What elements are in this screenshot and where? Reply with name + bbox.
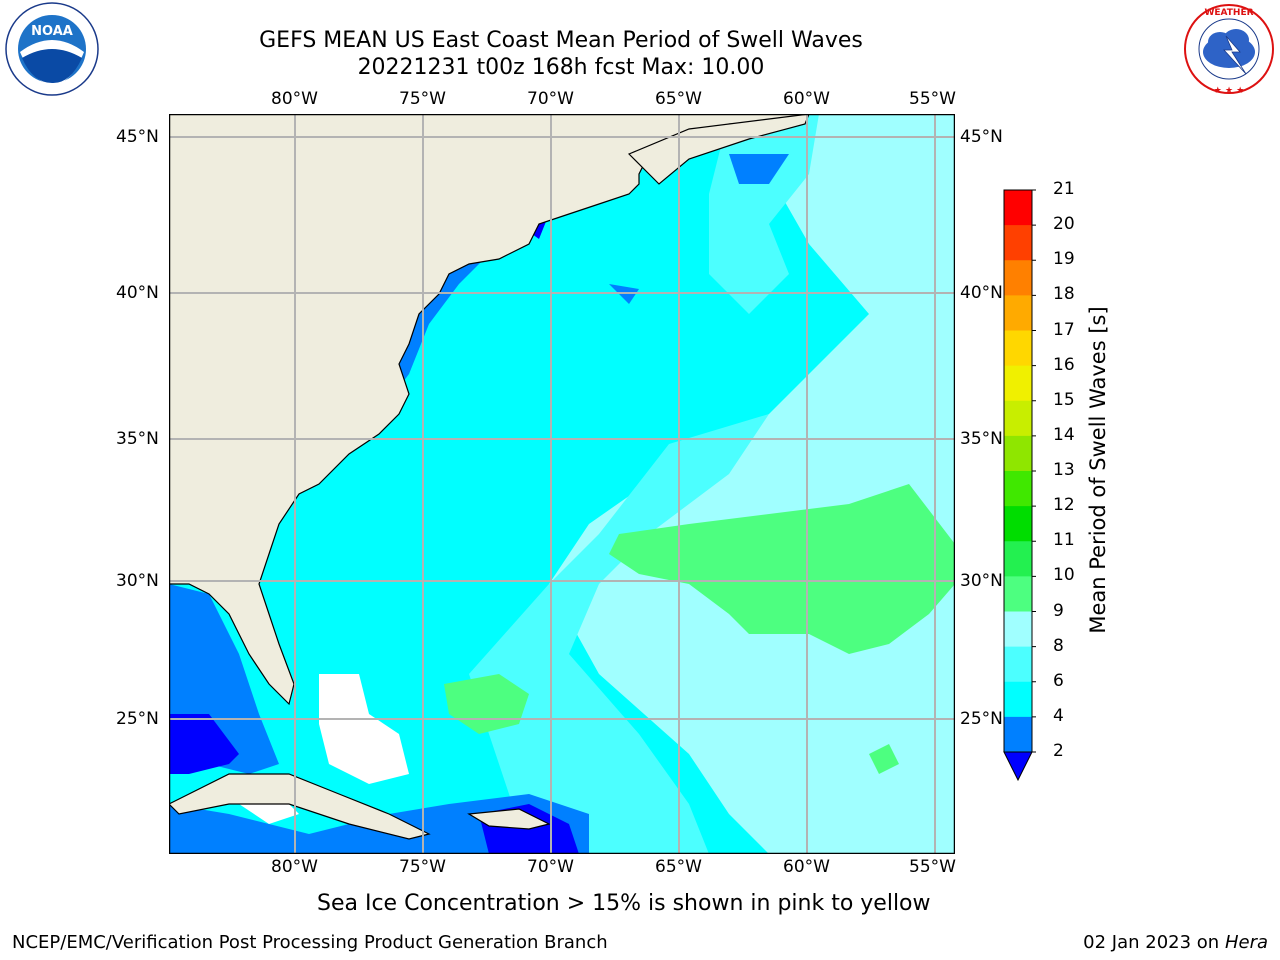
chart-title: GEFS MEAN US East Coast Mean Period of S… [259,28,863,53]
swell-2s-gulf [169,714,239,774]
lon-label-top: 75°W [399,89,446,109]
nws-logo: WEATHER ★ ★ ★ [1184,4,1274,96]
lon-label-top: 55°W [909,89,956,109]
noaa-logo: NOAA [5,2,99,96]
lat-label-right: 45°N [960,127,1003,147]
svg-text:WEATHER: WEATHER [1204,8,1253,18]
sea-ice-note: Sea Ice Concentration > 15% is shown in … [317,891,931,916]
colorbar-band [1004,225,1032,261]
footer-branch: NCEP/EMC/Verification Post Processing Pr… [12,932,608,953]
colorbar-band [1004,646,1032,683]
lon-label-bottom: 55°W [909,857,956,877]
swell-4s-offshore [729,154,789,184]
colorbar-tick-label: 12 [1053,495,1075,516]
lat-label-left: 35°N [116,429,159,449]
hispaniola-land [467,808,551,830]
colorbar-band [1004,190,1032,226]
footer-date-text: 02 Jan 2023 on [1083,932,1225,953]
lat-label-left: 45°N [116,127,159,147]
colorbar-tick-label: 2 [1053,741,1064,761]
colorbar-tick-label: 19 [1053,249,1075,270]
swell-9s-region [549,114,954,853]
colorbar-tick-label: 10 [1053,565,1075,586]
lat-label-right: 35°N [960,429,1003,449]
lat-label-right: 30°N [960,571,1003,591]
colorbar-tick-label: 21 [1053,179,1075,199]
lat-label-left: 25°N [116,709,159,729]
colorbar-tick-label: 17 [1053,319,1075,340]
colorbar-band [1004,330,1032,367]
nova-scotia-land [627,114,810,185]
colorbar-band [1004,506,1032,542]
colorbar-band [1004,295,1032,331]
colorbar-tick-label: 4 [1053,705,1064,726]
colorbar-tick-label: 8 [1053,635,1064,656]
colorbar-band [1004,365,1032,402]
footer-machine: Hera [1224,932,1268,953]
lon-label-top: 80°W [271,89,318,109]
ice-mask-bahamas [319,674,409,784]
colorbar-tick-label: 15 [1053,389,1075,410]
colorbar-tick-label: 20 [1053,214,1075,235]
graticule [169,114,954,853]
swell-period-map [169,114,955,854]
colorbar-band [1004,400,1032,437]
colorbar-band [1004,681,1032,718]
colorbar-band [1004,435,1032,472]
lon-label-bottom: 70°W [527,857,574,877]
colorbar-band [1004,471,1032,507]
lon-label-bottom: 60°W [783,857,830,877]
footer-date: 02 Jan 2023 on Hera [1083,932,1268,953]
colorbar [1003,189,1036,782]
swell-8s-band [469,414,769,853]
swell-10s-small [869,744,899,774]
cuba-land [169,773,431,840]
colorbar-tick-label: 11 [1053,530,1075,551]
colorbar-band [1004,541,1032,577]
lat-label-right: 40°N [960,283,1003,303]
colorbar-tick-label: 14 [1053,424,1075,445]
map-frame [169,114,955,854]
lon-label-top: 60°W [783,89,830,109]
swell-10s-region [609,484,954,654]
colorbar-tick-label: 6 [1053,670,1064,691]
lon-label-bottom: 65°W [655,857,702,877]
colorbar-tick-label: 18 [1053,284,1075,305]
colorbar-label: Mean Period of Swell Waves [s] [1086,306,1110,634]
colorbar-tick-label: 16 [1053,354,1075,375]
chart-subtitle: 20221231 t00z 168h fcst Max: 10.00 [357,55,765,80]
lon-label-top: 70°W [527,89,574,109]
colorbar-band [1004,611,1032,648]
colorbar-extension [1003,751,1033,782]
north-america-land [169,114,807,706]
colorbar-band [1004,260,1032,296]
colorbar-tick-label: 13 [1053,460,1075,480]
svg-text:★ ★ ★: ★ ★ ★ [1214,86,1244,96]
lat-label-left: 30°N [116,571,159,591]
lon-label-top: 65°W [655,89,702,109]
lon-label-bottom: 75°W [399,857,446,877]
lon-label-bottom: 80°W [271,857,318,877]
colorbar-tick-label: 9 [1053,600,1064,621]
colorbar-band [1004,716,1032,753]
colorbar-band [1004,576,1032,612]
noaa-logo-text: NOAA [31,24,73,39]
lat-label-right: 25°N [960,709,1003,729]
lat-label-left: 40°N [116,283,159,303]
